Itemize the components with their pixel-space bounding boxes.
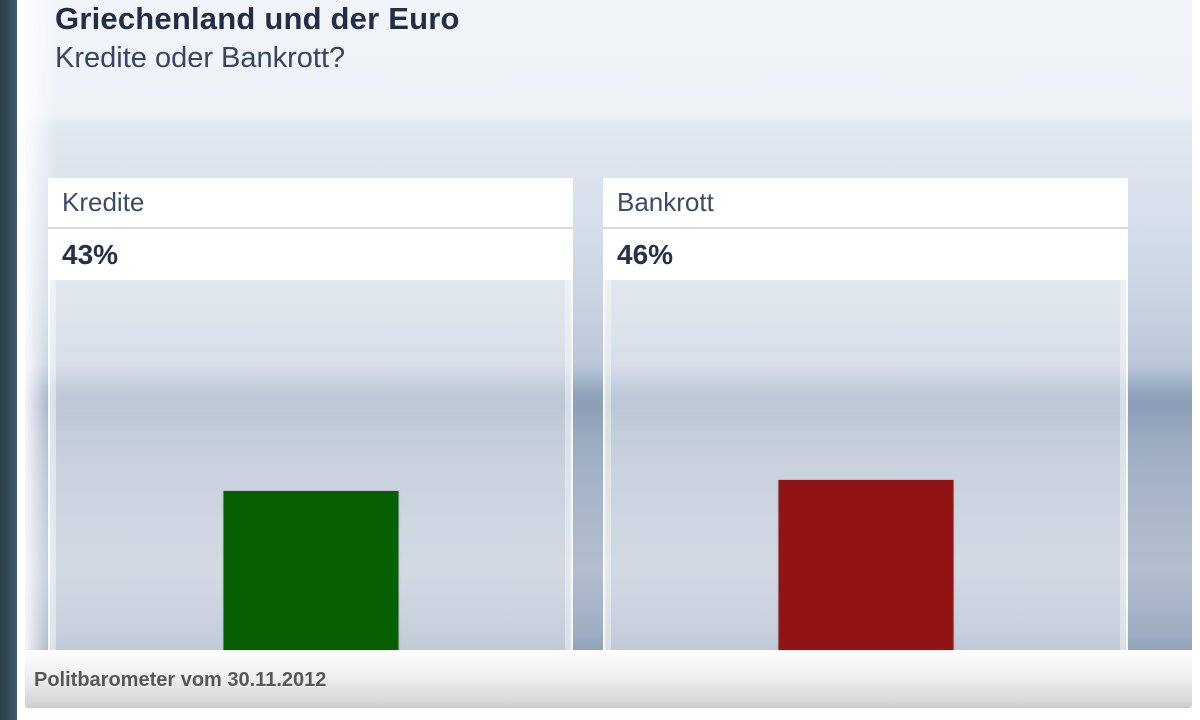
- value-label-kredite: 43%: [48, 229, 573, 280]
- chart-stage-background: Griechenland und der Euro Kredite oder B…: [25, 0, 1192, 650]
- plot-area-kredite: [48, 280, 573, 650]
- value-label-bankrott: 46%: [603, 229, 1128, 280]
- category-label-kredite: Kredite: [48, 178, 573, 229]
- left-accent-bar: [0, 0, 17, 720]
- source-bar: Politbarometer vom 30.11.2012: [25, 652, 1192, 708]
- bar-bankrott: [778, 480, 953, 650]
- bar-kredite: [223, 491, 398, 650]
- page-title: Griechenland und der Euro: [55, 1, 460, 36]
- page-subtitle: Kredite oder Bankrott?: [55, 41, 346, 74]
- title-block: Griechenland und der Euro Kredite oder B…: [55, 1, 460, 75]
- source-text: Politbarometer vom 30.11.2012: [34, 668, 327, 691]
- bar-panel-bankrott: Bankrott 46%: [603, 178, 1128, 650]
- bar-panel-kredite: Kredite 43%: [48, 178, 573, 650]
- category-label-bankrott: Bankrott: [603, 178, 1128, 229]
- plot-area-bankrott: [603, 280, 1128, 650]
